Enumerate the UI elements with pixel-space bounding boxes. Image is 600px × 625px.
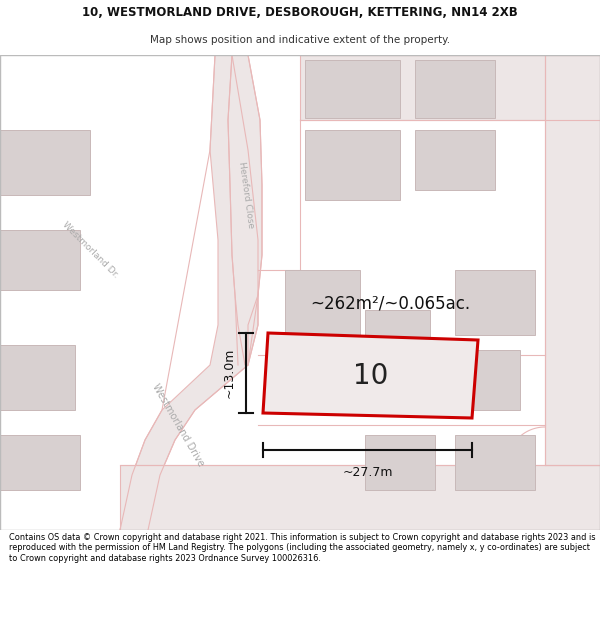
Text: 10, WESTMORLAND DRIVE, DESBOROUGH, KETTERING, NN14 2XB: 10, WESTMORLAND DRIVE, DESBOROUGH, KETTE… [82,6,518,19]
Polygon shape [228,55,262,365]
Bar [285,270,360,340]
Bar [415,130,495,190]
Bar [0,435,80,490]
Bar [455,270,535,335]
Text: ~27.7m: ~27.7m [342,466,393,479]
Text: 10: 10 [353,362,388,390]
Text: Contains OS data © Crown copyright and database right 2021. This information is : Contains OS data © Crown copyright and d… [9,533,595,562]
Bar [365,310,430,370]
Polygon shape [120,55,258,530]
Polygon shape [300,55,600,120]
Text: Map shows position and indicative extent of the property.: Map shows position and indicative extent… [150,34,450,44]
Polygon shape [545,55,600,465]
Text: ~13.0m: ~13.0m [223,348,236,398]
Text: Hereford Close: Hereford Close [237,161,255,229]
Bar [455,435,535,490]
Bar [305,130,400,200]
Bar [0,230,80,290]
Polygon shape [263,333,478,418]
Bar [455,350,520,410]
Text: ~262m²/~0.065ac.: ~262m²/~0.065ac. [310,294,470,312]
Bar [0,345,75,410]
Bar [0,130,90,195]
Bar [365,435,435,490]
Polygon shape [120,465,600,530]
Text: Westmorland Dr.: Westmorland Dr. [60,220,120,280]
Bar [415,60,495,118]
Text: Westmorland Drive: Westmorland Drive [150,382,206,468]
Bar [305,60,400,118]
